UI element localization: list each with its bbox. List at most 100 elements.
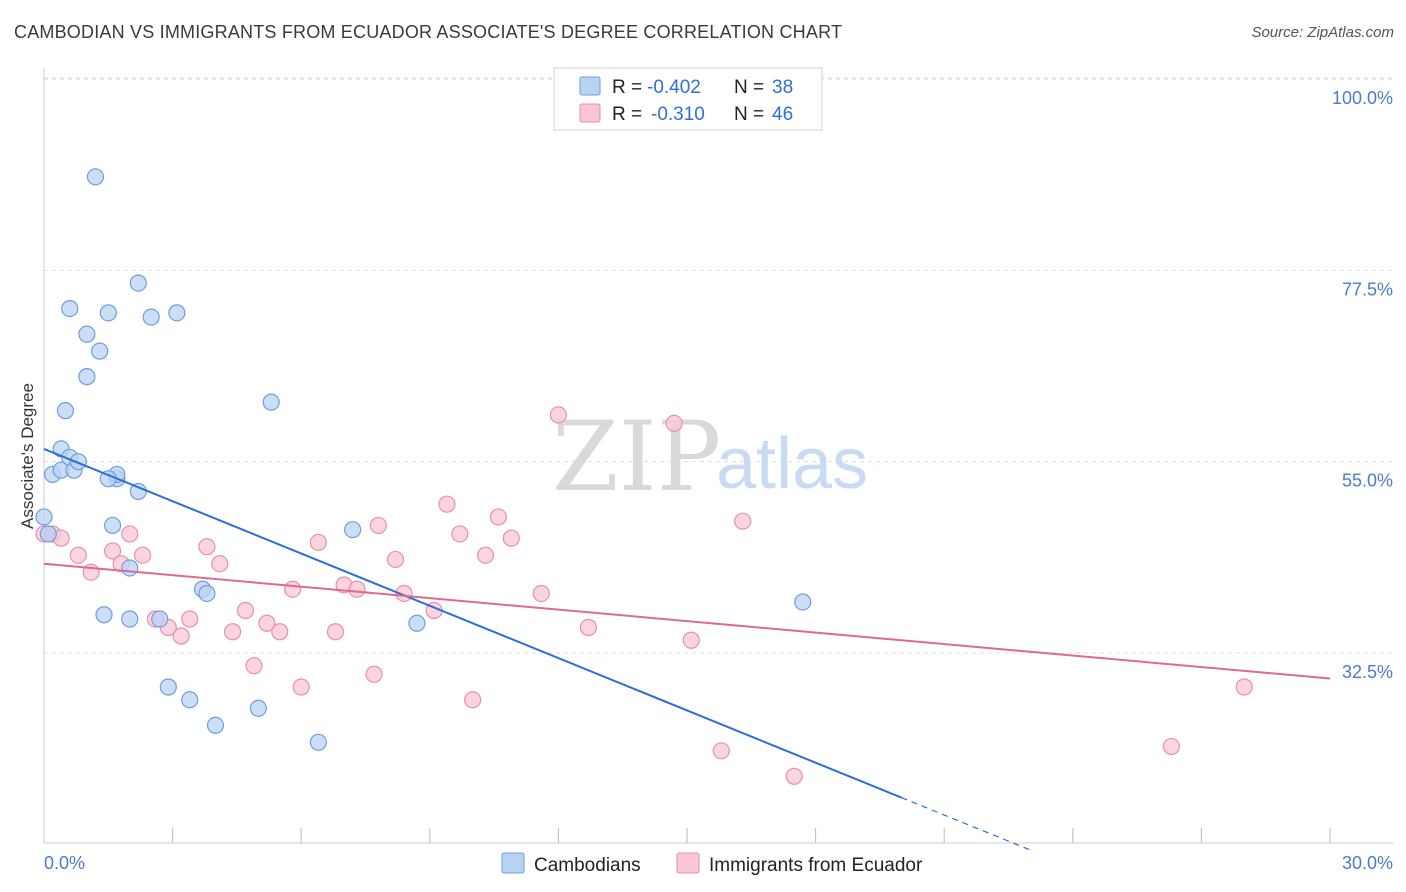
ecuador-point [326, 623, 345, 641]
stats-n-value-ecuador: 46 [772, 104, 793, 125]
cambodian-point [78, 325, 96, 343]
ecuador-point [309, 533, 327, 552]
cambodian-point [249, 699, 267, 717]
stats-legend: R = -0.402 N = 38 R = -0.310 N = 46 [553, 67, 823, 131]
stats-n-value-cambodian: 38 [772, 77, 793, 98]
cambodian-point [39, 525, 57, 543]
cambodian-point [142, 308, 160, 326]
bottom-legend-label-cambodian: Cambodians [534, 855, 641, 876]
ecuador-point [292, 678, 310, 696]
bottom-legend: Cambodians Immigrants from Ecuador [501, 852, 923, 876]
ecuador-point [236, 601, 255, 620]
cambodian-point [61, 300, 79, 318]
stats-r-value-ecuador: -0.310 [651, 104, 705, 125]
ecuador-point [386, 550, 405, 569]
ecuador-point [258, 614, 276, 632]
bottom-legend-label-ecuador: Immigrants from Ecuador [709, 855, 923, 876]
y-axis-tick-labels: 32.5% 55.0% 77.5% 100.0% [1332, 88, 1393, 682]
cambodian-point [408, 614, 426, 632]
cambodian-point [129, 274, 147, 292]
ecuador-point [224, 623, 242, 641]
cambodian-point [56, 402, 75, 420]
ecuador-point [284, 580, 302, 598]
cambodian-point [309, 733, 327, 751]
cambodian-point [69, 453, 87, 471]
y-axis-title: Associate's Degree [18, 383, 37, 529]
ecuador-point [502, 529, 520, 547]
cambodian-point [121, 559, 139, 577]
ecuador-point [365, 665, 383, 683]
ecuador-point [271, 623, 289, 641]
ecuador-point [245, 657, 263, 675]
source-credit: Source: ZipAtlas.com [1251, 24, 1394, 41]
axes [43, 68, 1394, 844]
ecuador-point [121, 525, 139, 543]
x-axis-ticks [172, 828, 1331, 843]
ecuador-point [665, 414, 683, 432]
cambodian-point [794, 593, 812, 611]
ecuador-point [532, 584, 550, 603]
cambodian-point [121, 610, 139, 628]
y-tick-label: 100.0% [1332, 88, 1393, 108]
cambodian-point [159, 678, 177, 696]
ecuador-point [69, 546, 87, 564]
x-tick-label-min: 0.0% [44, 853, 85, 873]
ecuador-point [785, 767, 803, 785]
ecuador-point [369, 516, 387, 535]
cambodian-point [344, 521, 362, 539]
cambodian-point [78, 368, 96, 386]
chart-title: CAMBODIAN VS IMMIGRANTS FROM ECUADOR ASS… [14, 22, 843, 42]
ecuador-point [172, 627, 190, 645]
ecuador-point [211, 555, 229, 573]
cambodian-point [151, 610, 169, 628]
ecuador-point [579, 618, 598, 637]
watermark-atlas: atlas [716, 424, 868, 504]
cambodian-points [35, 168, 812, 751]
cambodian-point [103, 516, 122, 535]
bottom-legend-swatch-ecuador [676, 852, 700, 874]
trend-lines [43, 447, 1331, 851]
cambodian-point [198, 584, 216, 603]
stats-r-value-cambodian: -0.402 [647, 77, 701, 98]
stats-legend-swatch-cambodian [579, 76, 601, 96]
ecuador-point [476, 546, 495, 564]
stats-r-label-ecuador: R = [612, 104, 642, 125]
y-tick-label: 55.0% [1342, 471, 1393, 491]
stats-n-label-ecuador: N = [734, 104, 764, 125]
y-tick-label: 77.5% [1342, 279, 1393, 299]
cambodian-trend-line [43, 447, 902, 799]
gridlines [44, 77, 1394, 654]
cambodian-point [35, 508, 53, 526]
y-tick-label: 32.5% [1342, 662, 1393, 682]
ecuador-point [1235, 678, 1253, 696]
stats-n-label-cambodian: N = [734, 77, 764, 98]
stats-r-label-cambodian: R = [612, 77, 642, 98]
ecuador-point [734, 512, 752, 530]
ecuador-trend-line [43, 562, 1331, 680]
ecuador-point [198, 538, 216, 556]
ecuador-point [1162, 737, 1180, 756]
cambodian-point [91, 342, 109, 360]
ecuador-point [451, 525, 469, 543]
ecuador-point [103, 542, 122, 560]
ecuador-point [181, 610, 199, 628]
cambodian-point [262, 393, 280, 411]
ecuador-point [712, 742, 730, 760]
ecuador-point [348, 580, 366, 598]
cambodian-point [181, 691, 199, 709]
stats-legend-swatch-ecuador [579, 103, 601, 123]
cambodian-point [86, 168, 105, 186]
ecuador-point [464, 691, 482, 709]
watermark-zip: ZIP [552, 401, 721, 513]
ecuador-point [489, 508, 507, 526]
watermark: ZIP atlas [552, 401, 868, 513]
cambodian-point [99, 304, 117, 322]
ecuador-point [549, 406, 568, 424]
x-tick-label-max: 30.0% [1342, 853, 1393, 873]
ecuador-point [438, 495, 456, 513]
ecuador-point [133, 546, 152, 564]
bottom-legend-swatch-cambodian [501, 852, 525, 874]
cambodian-point [206, 716, 225, 734]
cambodian-point [168, 304, 186, 322]
